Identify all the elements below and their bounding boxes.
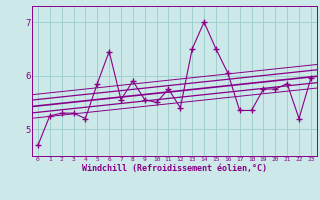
X-axis label: Windchill (Refroidissement éolien,°C): Windchill (Refroidissement éolien,°C) [82,164,267,173]
